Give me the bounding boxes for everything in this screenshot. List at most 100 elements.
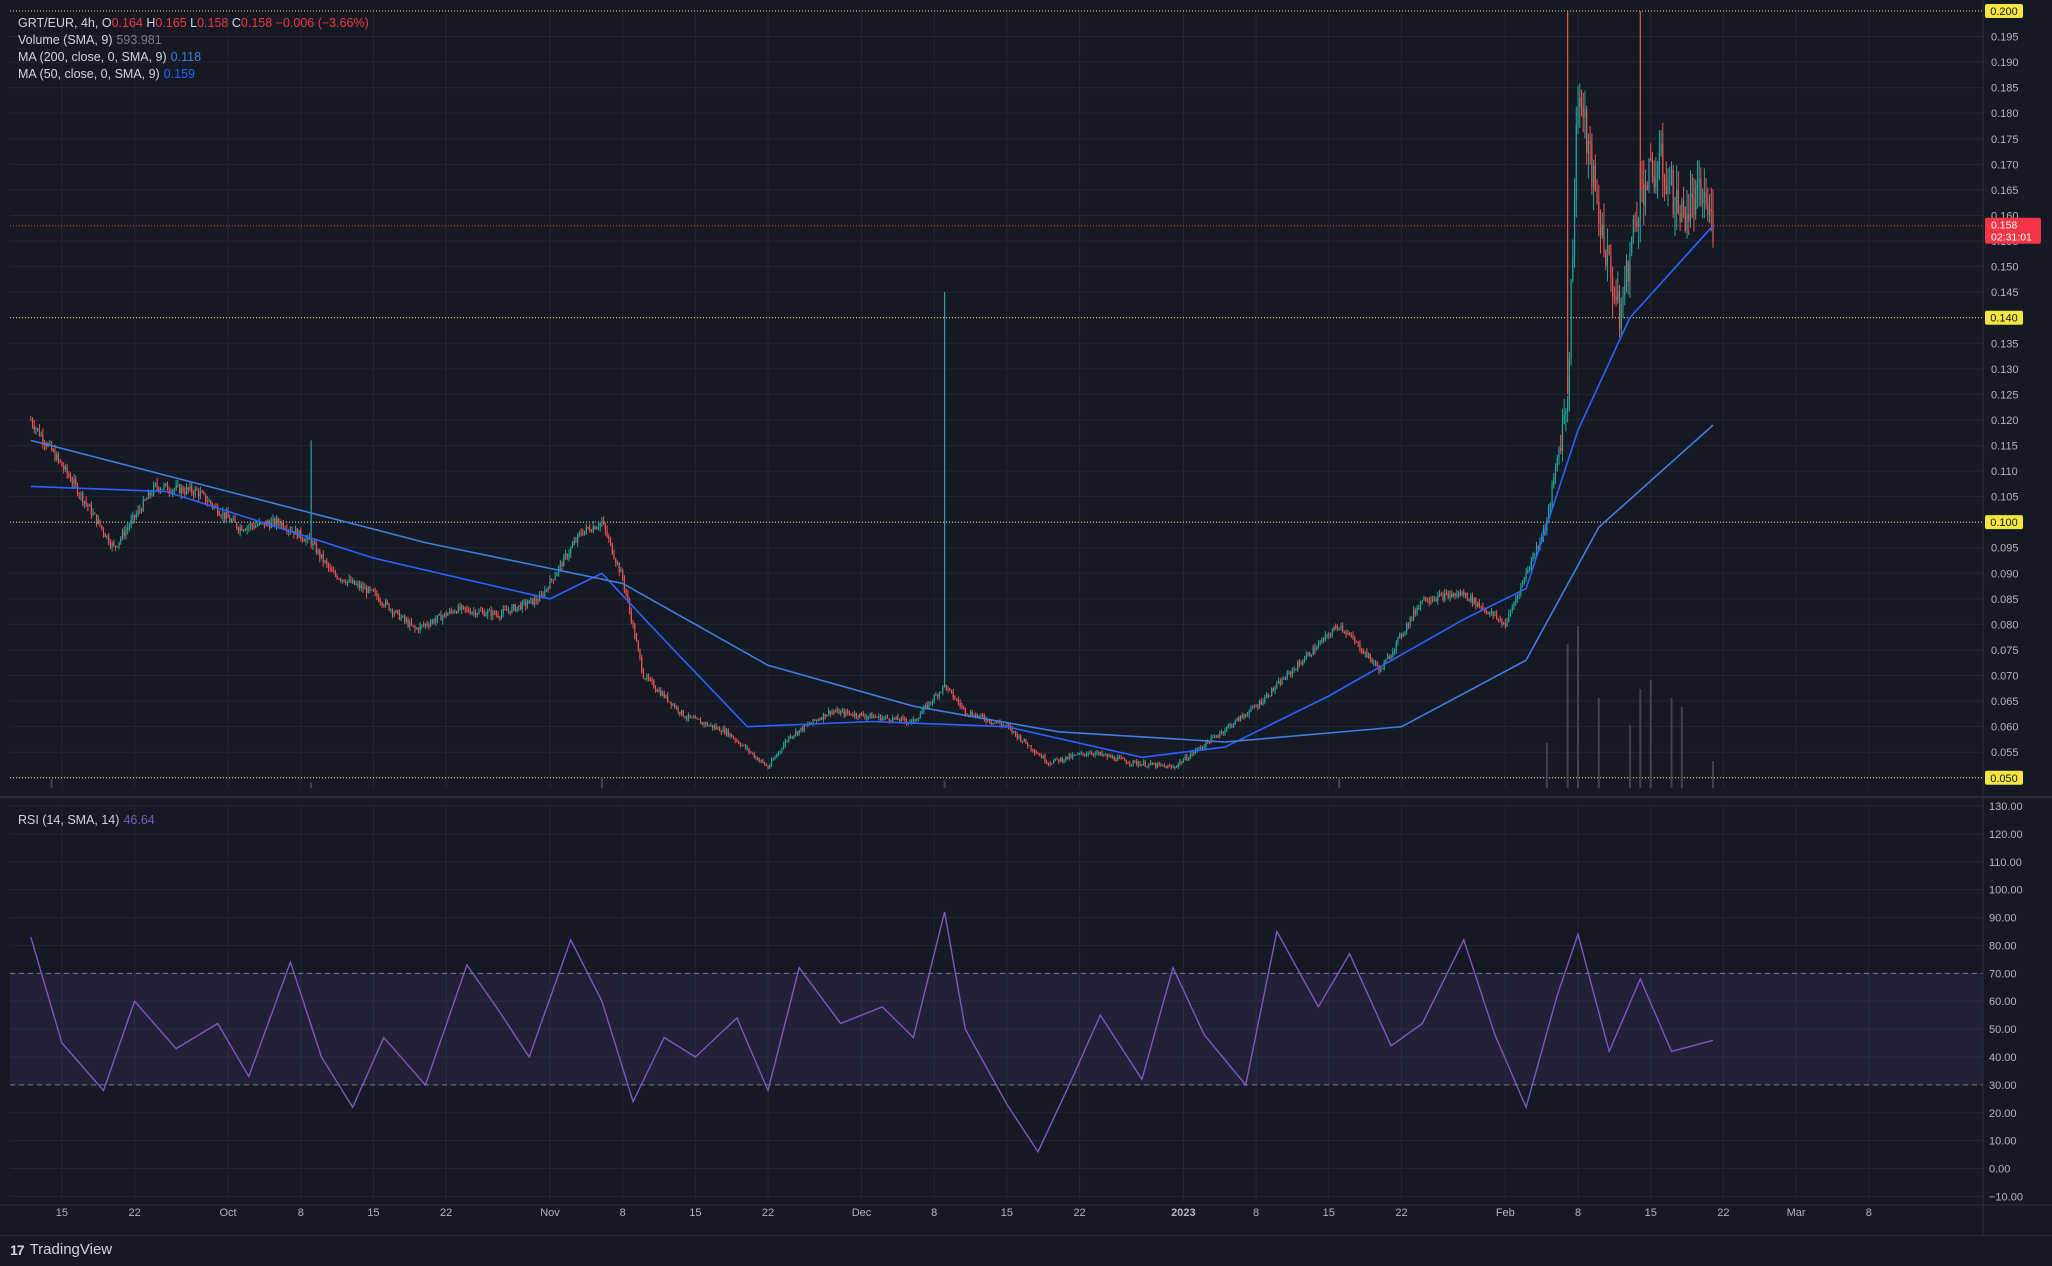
candle-body	[838, 709, 840, 715]
candle-body	[1454, 593, 1456, 597]
candle-body	[608, 536, 610, 540]
candle-body	[1058, 759, 1060, 762]
candle-body	[1125, 760, 1127, 763]
time-tick-label: 15	[56, 1207, 68, 1219]
ma50-line	[30, 225, 1714, 759]
volume-bars	[50, 626, 1715, 788]
candle-body	[758, 760, 760, 762]
candle-body	[1428, 601, 1430, 603]
candle-body	[1272, 688, 1275, 691]
candle-body	[1373, 662, 1375, 664]
candle-body	[1021, 741, 1024, 743]
candle-body	[961, 705, 963, 707]
candle-body	[1622, 295, 1624, 305]
candle-body	[885, 716, 887, 718]
rsi-tick-label: 60.00	[1989, 996, 2017, 1008]
candle-body	[698, 719, 700, 721]
candle-body	[1592, 166, 1595, 188]
candle-body	[454, 611, 456, 613]
candle-body	[1302, 661, 1304, 665]
candle-body	[767, 765, 769, 769]
candle-body	[860, 713, 863, 715]
candle-body	[538, 595, 541, 602]
candle-body	[341, 579, 343, 581]
candle-body	[1278, 681, 1280, 684]
candle-body	[198, 490, 200, 497]
candle-body	[660, 690, 662, 696]
candle-body	[134, 515, 136, 518]
candle-body	[1400, 634, 1403, 637]
candle-body	[769, 765, 771, 769]
candle-body	[1182, 759, 1185, 763]
candle-body	[1233, 723, 1235, 727]
candle-body	[1156, 763, 1159, 768]
ma200-legend[interactable]: MA (200, close, 0, SMA, 9) 0.118	[18, 50, 202, 64]
candle-body	[732, 737, 735, 739]
candle-body	[829, 710, 831, 714]
symbol-label[interactable]: GRT/EUR, 4h,	[18, 16, 99, 30]
candle-body	[928, 702, 930, 708]
candle-body	[890, 720, 892, 722]
time-tick-label: 8	[1253, 1207, 1259, 1219]
candle-body	[1648, 158, 1650, 190]
price-tick-label: 0.150	[1991, 262, 2019, 274]
price-legend: GRT/EUR, 4h, O0.164 H0.165 L0.158 C0.158…	[18, 15, 369, 83]
candle-body	[997, 722, 999, 724]
candle-body	[404, 615, 406, 621]
candle-body	[589, 528, 591, 532]
candle-body	[172, 490, 174, 493]
candle-body	[1520, 585, 1522, 595]
candle-body	[583, 530, 586, 535]
candle-body	[978, 715, 980, 717]
candle-body	[918, 718, 920, 720]
candle-body	[33, 425, 35, 430]
rsi-legend[interactable]: RSI (14, SMA, 14) 46.64	[18, 813, 155, 827]
candle-body	[429, 622, 432, 626]
candle-body	[888, 718, 890, 721]
candle-body	[990, 722, 992, 724]
horizontal-levels	[10, 10, 1983, 779]
candle-body	[1556, 457, 1558, 467]
candle-body	[1224, 730, 1226, 733]
candle-body	[1023, 739, 1025, 742]
candle-body	[1535, 546, 1538, 554]
candle-body	[78, 494, 80, 496]
candle-body	[874, 716, 876, 718]
candle-body	[1321, 639, 1323, 642]
candle-body	[1179, 761, 1181, 764]
price-tick-label: 0.095	[1991, 543, 2019, 555]
tradingview-brand[interactable]: 17 TradingView	[10, 1241, 112, 1258]
candle-body	[642, 670, 645, 679]
level-label-bg	[1985, 4, 2023, 18]
volume-legend[interactable]: Volume (SMA, 9) 593.981	[18, 33, 162, 47]
candle-body	[457, 605, 459, 613]
candle-body	[945, 684, 947, 690]
candle-body	[1243, 715, 1245, 717]
candle-body	[1378, 666, 1380, 672]
candle-body	[1432, 599, 1434, 601]
ohlc-row: GRT/EUR, 4h, O0.164 H0.165 L0.158 C0.158…	[18, 16, 369, 30]
candle-body	[580, 532, 582, 534]
candle-body	[1323, 639, 1325, 641]
candle-body	[1115, 759, 1117, 761]
candle-body	[1234, 720, 1236, 724]
candle-body	[1440, 593, 1442, 595]
candle-body	[1471, 595, 1474, 604]
ma50-legend[interactable]: MA (50, close, 0, SMA, 9) 0.159	[18, 67, 195, 81]
candle-body	[256, 524, 259, 526]
candle-body	[419, 625, 421, 631]
candle-body	[763, 762, 766, 765]
candle-body	[1700, 178, 1702, 205]
candle-body	[878, 715, 880, 718]
candle-body	[369, 587, 371, 590]
candle-body	[1165, 765, 1167, 769]
candle-body	[876, 716, 878, 718]
candle-body	[1136, 761, 1138, 765]
candle-body	[1146, 766, 1148, 768]
candle-body	[248, 526, 250, 528]
rsi-value: 46.64	[123, 813, 155, 827]
rsi-tick-label: 50.00	[1989, 1024, 2017, 1036]
candle-body	[862, 713, 864, 716]
candle-body	[992, 722, 994, 724]
